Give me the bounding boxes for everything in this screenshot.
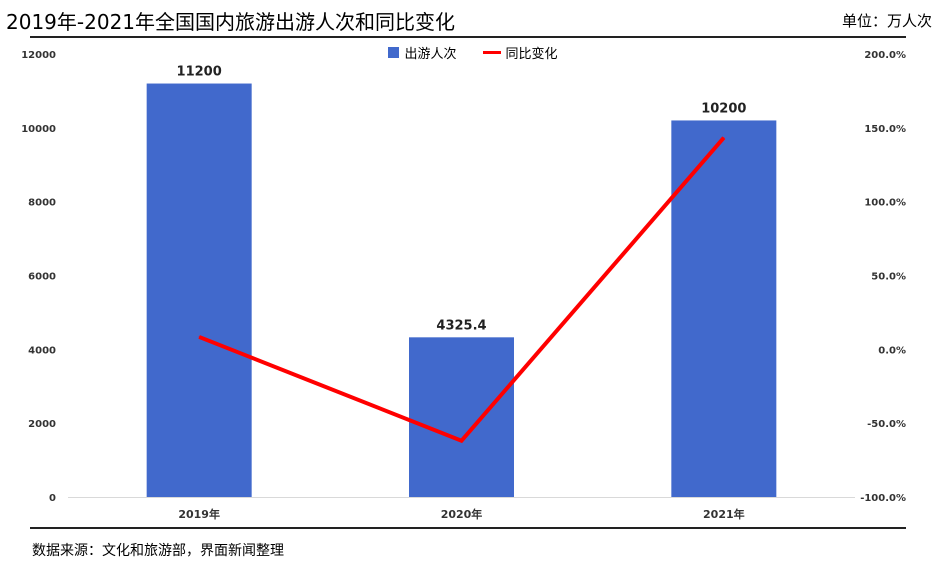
line-point [461,440,462,442]
y-left-tick-label: 10000 [21,124,56,135]
bar-data-label: 4325.4 [436,318,486,333]
y-right-tick-label: 0.0% [878,345,906,356]
legend-item-line: 同比变化 [482,43,558,62]
bar [409,337,514,497]
chart-title: 2019年-2021年全国国内旅游出游人次和同比变化 [6,10,456,34]
x-tick-label: 2021年 [703,507,745,521]
legend-line-swatch [482,51,501,54]
y-right-tick-label: 50.0% [871,272,906,283]
y-left-tick-label: 4000 [28,345,56,356]
y-right-tick-label: -50.0% [867,419,906,430]
y-left-tick-label: 8000 [28,198,56,209]
unit-label: 单位：万人次 [841,12,932,30]
source-note: 数据来源：文化和旅游部，界面新闻整理 [32,543,284,559]
top-divider [30,36,906,38]
bottom-divider [30,527,906,529]
legend: 出游人次 同比变化 [0,43,946,62]
x-tick-label: 2019年 [178,507,220,521]
bar-data-label: 10200 [701,101,746,116]
y-right-tick-label: 150.0% [864,124,906,135]
legend-item-bar: 出游人次 [388,43,457,62]
x-tick-label: 2020年 [441,507,483,521]
y-left-tick-label: 12000 [21,50,56,61]
y-right-tick-label: 100.0% [864,198,906,209]
y-left-tick-label: 6000 [28,272,56,283]
bar [146,83,252,498]
y-left-tick-label: 0 [49,493,56,504]
line-point [198,336,200,338]
legend-line-label: 同比变化 [505,47,558,62]
legend-bar-label: 出游人次 [404,47,457,62]
y-right-tick-label: -100.0% [860,493,906,504]
legend-bar-swatch [388,47,400,58]
line-point [723,137,725,139]
bar [671,120,777,497]
y-left-tick-label: 2000 [28,419,56,430]
bar-data-label: 11200 [177,65,222,80]
y-right-tick-label: 200.0% [864,50,906,61]
